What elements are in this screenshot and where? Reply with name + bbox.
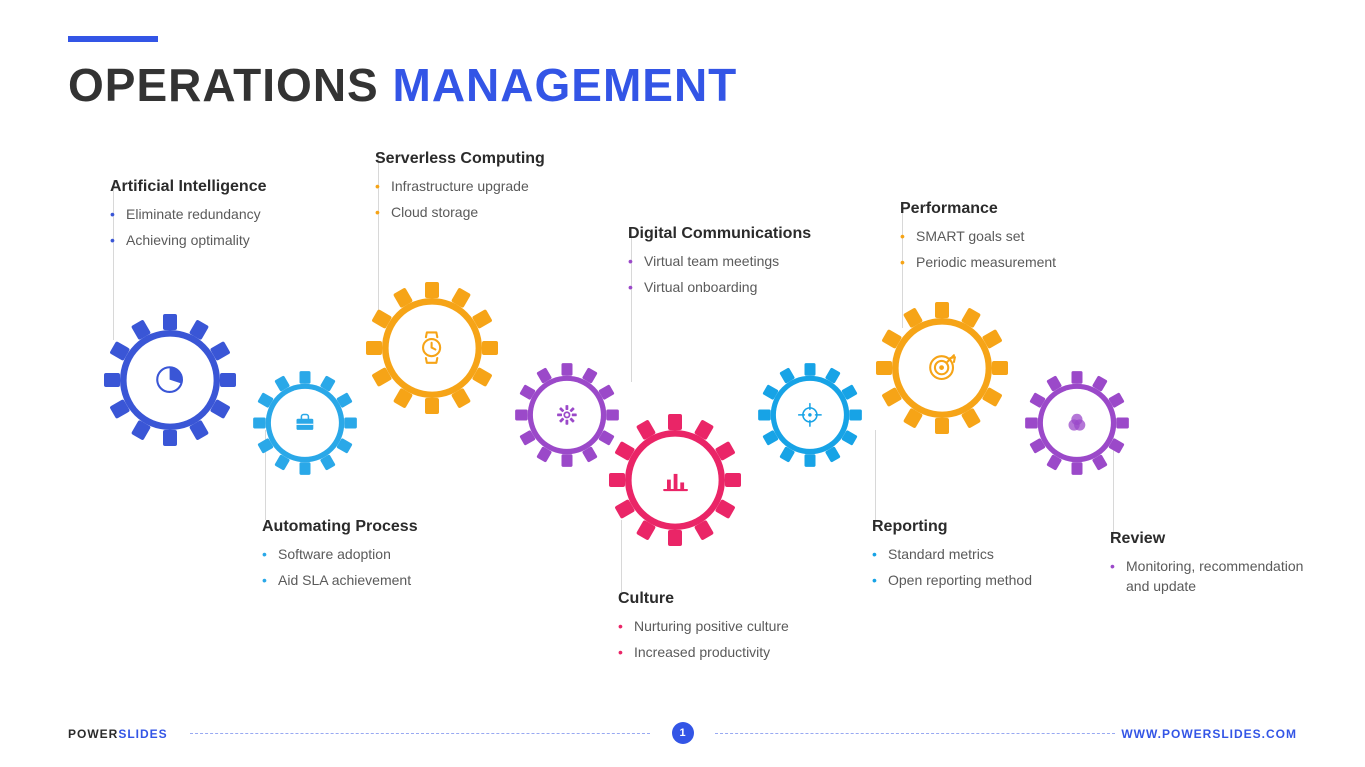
block-list: Virtual team meetings Virtual onboarding [628,251,838,298]
list-item: Periodic measurement [900,252,1110,272]
list-item: Achieving optimality [110,230,320,250]
list-item: Infrastructure upgrade [375,176,585,196]
text-block-b7: Performance SMART goals set Periodic measu… [900,200,1110,279]
text-block-b5: Culture Nurturing positive culture Increas… [618,590,828,669]
briefcase-icon [271,389,339,457]
list-item: Open reporting method [872,570,1082,590]
crosshair-icon [776,381,844,449]
target-icon [899,325,986,412]
block-list: SMART goals set Periodic measurement [900,226,1110,273]
gear-g3 [362,278,502,418]
gear-g5 [605,410,745,550]
block-list: Nurturing positive culture Increased prod… [618,616,828,663]
block-list: Software adoption Aid SLA achievement [262,544,472,591]
block-list: Standard metrics Open reporting method [872,544,1082,591]
footer-rule-left [190,733,650,734]
footer-brand-bold: POWER [68,727,118,741]
list-item: Cloud storage [375,202,585,222]
list-item: Virtual team meetings [628,251,838,271]
watch-icon [389,305,476,392]
footer-rule-right [715,733,1115,734]
gear-g2 [250,368,360,478]
list-item: Increased productivity [618,642,828,662]
footer-url: WWW.POWERSLIDES.COM [1121,727,1297,741]
block-heading: Culture [618,590,828,608]
block-heading: Artificial Intelligence [110,178,320,196]
diagram-canvas: Artificial Intelligence Eliminate redunda… [0,0,1365,767]
block-heading: Automating Process [262,518,472,536]
venn-icon [1043,389,1111,457]
text-block-b4: Digital Communications Virtual team meeti… [628,225,838,304]
footer-brand-accent: SLIDES [118,727,167,741]
gear-g7 [872,298,1012,438]
block-list: Infrastructure upgrade Cloud storage [375,176,585,223]
gear-g6 [755,360,865,470]
gear-g1 [100,310,240,450]
list-item: Virtual onboarding [628,277,838,297]
block-heading: Review [1110,530,1320,548]
list-item: SMART goals set [900,226,1110,246]
page-number-badge: 1 [672,722,694,744]
list-item: Nurturing positive culture [618,616,828,636]
connector-line [875,430,876,520]
block-list: Eliminate redundancy Achieving optimality [110,204,320,251]
text-block-b2: Automating Process Software adoption Aid S… [262,518,472,597]
text-block-b6: Reporting Standard metrics Open reporting … [872,518,1082,597]
gear-g8 [1022,368,1132,478]
block-list: Monitoring, recommendation and update [1110,556,1320,597]
footer-brand: POWERSLIDES [68,727,168,741]
block-heading: Serverless Computing [375,150,585,168]
cog-icon [533,381,601,449]
pie-icon [127,337,214,424]
text-block-b1: Artificial Intelligence Eliminate redunda… [110,178,320,257]
list-item: Aid SLA achievement [262,570,472,590]
block-heading: Performance [900,200,1110,218]
list-item: Eliminate redundancy [110,204,320,224]
list-item: Standard metrics [872,544,1082,564]
list-item: Monitoring, recommendation and update [1110,556,1320,597]
list-item: Software adoption [262,544,472,564]
block-heading: Digital Communications [628,225,838,243]
block-heading: Reporting [872,518,1082,536]
text-block-b8: Review Monitoring, recommendation and upd… [1110,530,1320,603]
text-block-b3: Serverless Computing Infrastructure upgra… [375,150,585,229]
bars-icon [632,437,719,524]
footer: POWERSLIDES 1 WWW.POWERSLIDES.COM [0,719,1365,741]
